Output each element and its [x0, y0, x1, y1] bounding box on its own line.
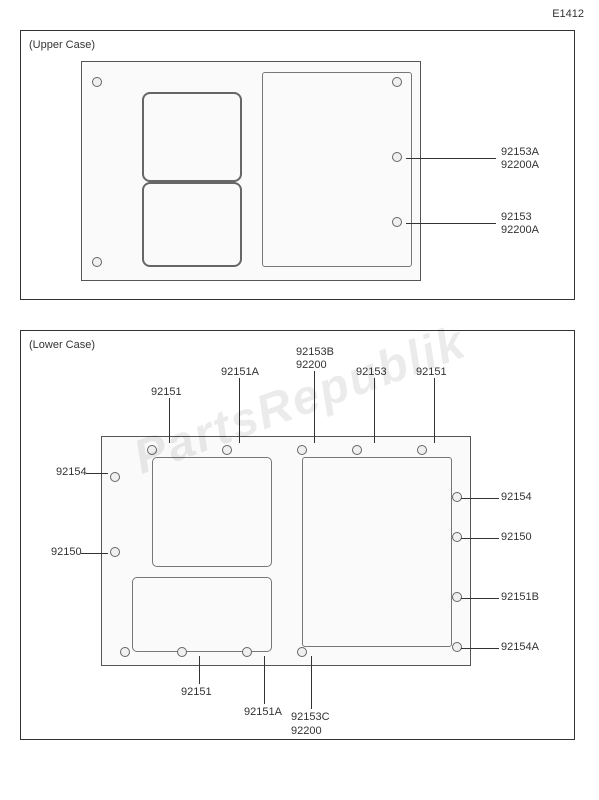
upper-detail-1 — [262, 72, 412, 267]
bolt-lower-6 — [452, 492, 462, 502]
lower-case-drawing — [101, 436, 471, 666]
bolt-lower-10 — [120, 647, 130, 657]
callout-l8: 92154 — [501, 491, 532, 504]
callout-l7: 92154 — [56, 466, 87, 479]
leader-l10 — [81, 553, 108, 554]
callout-u1a: 92153A — [501, 146, 539, 159]
leader-l5 — [434, 378, 435, 443]
lower-detail-2 — [302, 457, 452, 647]
bolt-lower-13 — [297, 647, 307, 657]
callout-l10: 92150 — [51, 546, 82, 559]
lower-case-panel: (Lower Case) 92153B 92200 92151A 92153 9… — [20, 330, 575, 740]
callout-l13: 92151 — [181, 686, 212, 699]
lower-case-label: (Lower Case) — [29, 339, 95, 351]
bolt-lower-12 — [242, 647, 252, 657]
upper-case-panel: (Upper Case) 92153A 92200A 92153 92200A — [20, 30, 575, 300]
callout-l5: 92151 — [416, 366, 447, 379]
cylinder-bore-2 — [142, 182, 242, 267]
leader-l15 — [311, 656, 312, 709]
bolt-lower-2 — [222, 445, 232, 455]
callout-l4: 92153 — [356, 366, 387, 379]
bolt-lower-14 — [110, 472, 120, 482]
leader-u2 — [406, 223, 496, 224]
bolt-lower-4 — [352, 445, 362, 455]
bolt-lower-11 — [177, 647, 187, 657]
bolt-lower-3 — [297, 445, 307, 455]
leader-l11 — [461, 598, 499, 599]
cylinder-bore-1 — [142, 92, 242, 182]
bolt-upper-4 — [392, 152, 402, 162]
leader-l4 — [374, 378, 375, 443]
callout-u2a: 92153 — [501, 211, 532, 224]
diagram-id-label: E1412 — [552, 8, 584, 20]
bolt-lower-8 — [452, 592, 462, 602]
bolt-upper-3 — [92, 257, 102, 267]
leader-l8 — [461, 498, 499, 499]
bolt-lower-1 — [147, 445, 157, 455]
callout-l14: 92151A — [244, 706, 282, 719]
leader-l9 — [461, 538, 499, 539]
bolt-upper-5 — [392, 217, 402, 227]
leader-l13 — [199, 656, 200, 684]
callout-l12: 92154A — [501, 641, 539, 654]
bolt-lower-7 — [452, 532, 462, 542]
bolt-upper-1 — [92, 77, 102, 87]
callout-l15: 92153C — [291, 711, 330, 724]
leader-l7 — [86, 473, 108, 474]
leader-l12 — [461, 648, 499, 649]
upper-case-label: (Upper Case) — [29, 39, 95, 51]
bolt-lower-5 — [417, 445, 427, 455]
leader-l6 — [169, 398, 170, 443]
callout-l11: 92151B — [501, 591, 539, 604]
callout-l9: 92150 — [501, 531, 532, 544]
callout-l3: 92151A — [221, 366, 259, 379]
callout-l16: 92200 — [291, 725, 322, 738]
callout-l2: 92200 — [296, 359, 327, 372]
bolt-upper-2 — [392, 77, 402, 87]
leader-l14 — [264, 656, 265, 704]
bolt-lower-9 — [452, 642, 462, 652]
upper-case-drawing — [81, 61, 421, 281]
leader-l3 — [239, 378, 240, 443]
callout-l1: 92153B — [296, 346, 334, 359]
bolt-lower-15 — [110, 547, 120, 557]
leader-u1 — [406, 158, 496, 159]
leader-l1 — [314, 371, 315, 443]
callout-u2b: 92200A — [501, 224, 539, 237]
lower-detail-1 — [152, 457, 272, 567]
callout-l6: 92151 — [151, 386, 182, 399]
lower-detail-3 — [132, 577, 272, 652]
callout-u1b: 92200A — [501, 159, 539, 172]
